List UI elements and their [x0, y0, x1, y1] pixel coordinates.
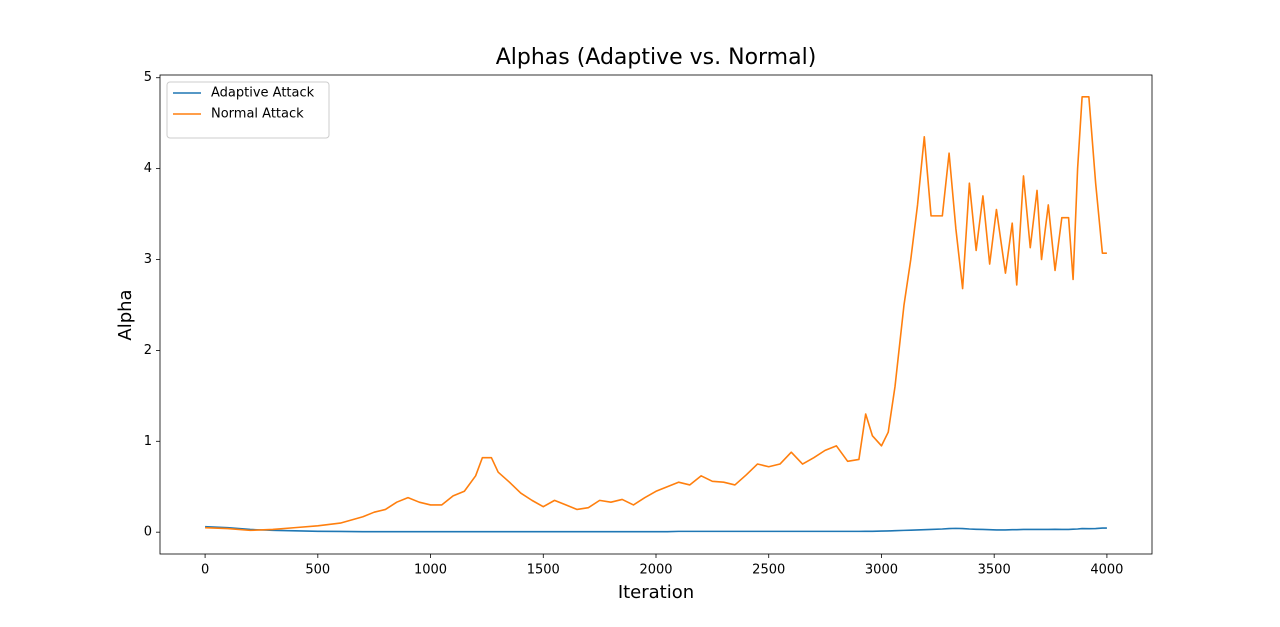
plot-frame	[159, 74, 1153, 555]
legend-box	[166, 81, 330, 139]
x-tick-label: 2000	[639, 563, 672, 578]
y-tick-label: 0	[144, 525, 152, 540]
data-line	[205, 96, 1107, 532]
x-tick-label: 2500	[752, 563, 785, 578]
x-tick-label: 3500	[978, 563, 1011, 578]
x-axis-label: Iteration	[618, 582, 694, 603]
x-tick-label: 3000	[865, 563, 898, 578]
legend: Adaptive Attack Normal Attack	[166, 81, 330, 139]
data-line	[205, 525, 1107, 533]
legend-label: Normal Attack	[211, 107, 304, 122]
x-tick-label: 0	[201, 563, 209, 578]
chart-title: Alphas (Adaptive vs. Normal)	[496, 45, 817, 70]
y-tick-label: 4	[144, 161, 152, 176]
y-tick-label: 1	[144, 434, 152, 449]
x-tick-label: 1000	[414, 563, 447, 578]
y-tick-label: 5	[144, 70, 152, 85]
x-tick-label: 1500	[527, 563, 560, 578]
y-axis-label: Alpha	[115, 289, 136, 340]
x-tick-label: 4000	[1090, 563, 1123, 578]
y-tick-label: 2	[144, 343, 152, 358]
legend-label: Adaptive Attack	[211, 86, 315, 101]
x-tick-label: 500	[305, 563, 330, 578]
y-tick-label: 3	[144, 252, 152, 267]
